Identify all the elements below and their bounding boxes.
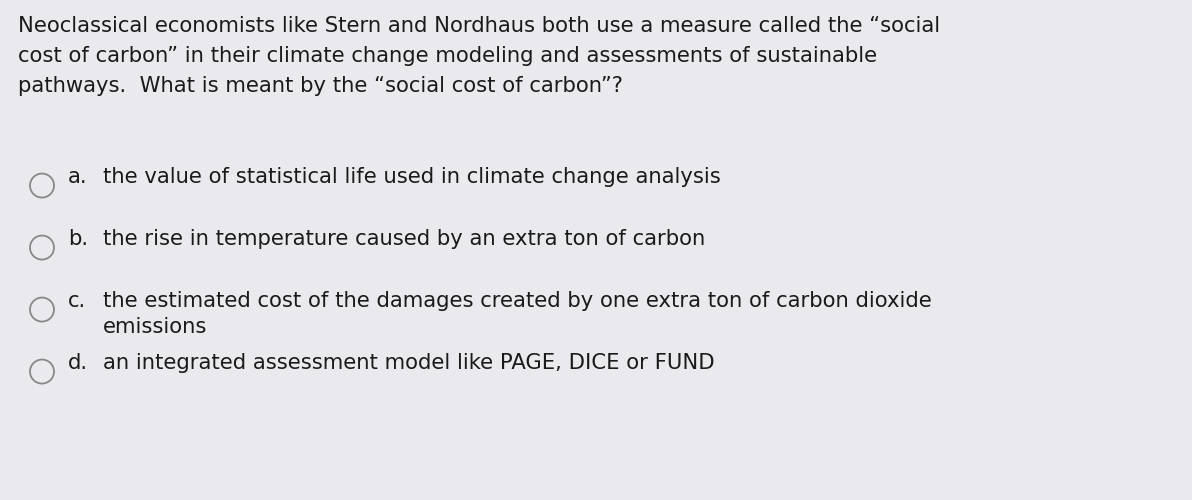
Text: d.: d. <box>68 353 88 373</box>
Text: cost of carbon” in their climate change modeling and assessments of sustainable: cost of carbon” in their climate change … <box>18 46 877 66</box>
Text: Neoclassical economists like Stern and Nordhaus both use a measure called the “s: Neoclassical economists like Stern and N… <box>18 16 940 36</box>
Text: the value of statistical life used in climate change analysis: the value of statistical life used in cl… <box>103 167 721 187</box>
Text: pathways.  What is meant by the “social cost of carbon”?: pathways. What is meant by the “social c… <box>18 76 623 96</box>
Text: c.: c. <box>68 291 86 311</box>
Text: b.: b. <box>68 229 88 249</box>
Text: an integrated assessment model like PAGE, DICE or FUND: an integrated assessment model like PAGE… <box>103 353 715 373</box>
Text: the rise in temperature caused by an extra ton of carbon: the rise in temperature caused by an ext… <box>103 229 706 249</box>
Text: the estimated cost of the damages created by one extra ton of carbon dioxide: the estimated cost of the damages create… <box>103 291 932 311</box>
Text: a.: a. <box>68 167 87 187</box>
Text: emissions: emissions <box>103 317 207 337</box>
